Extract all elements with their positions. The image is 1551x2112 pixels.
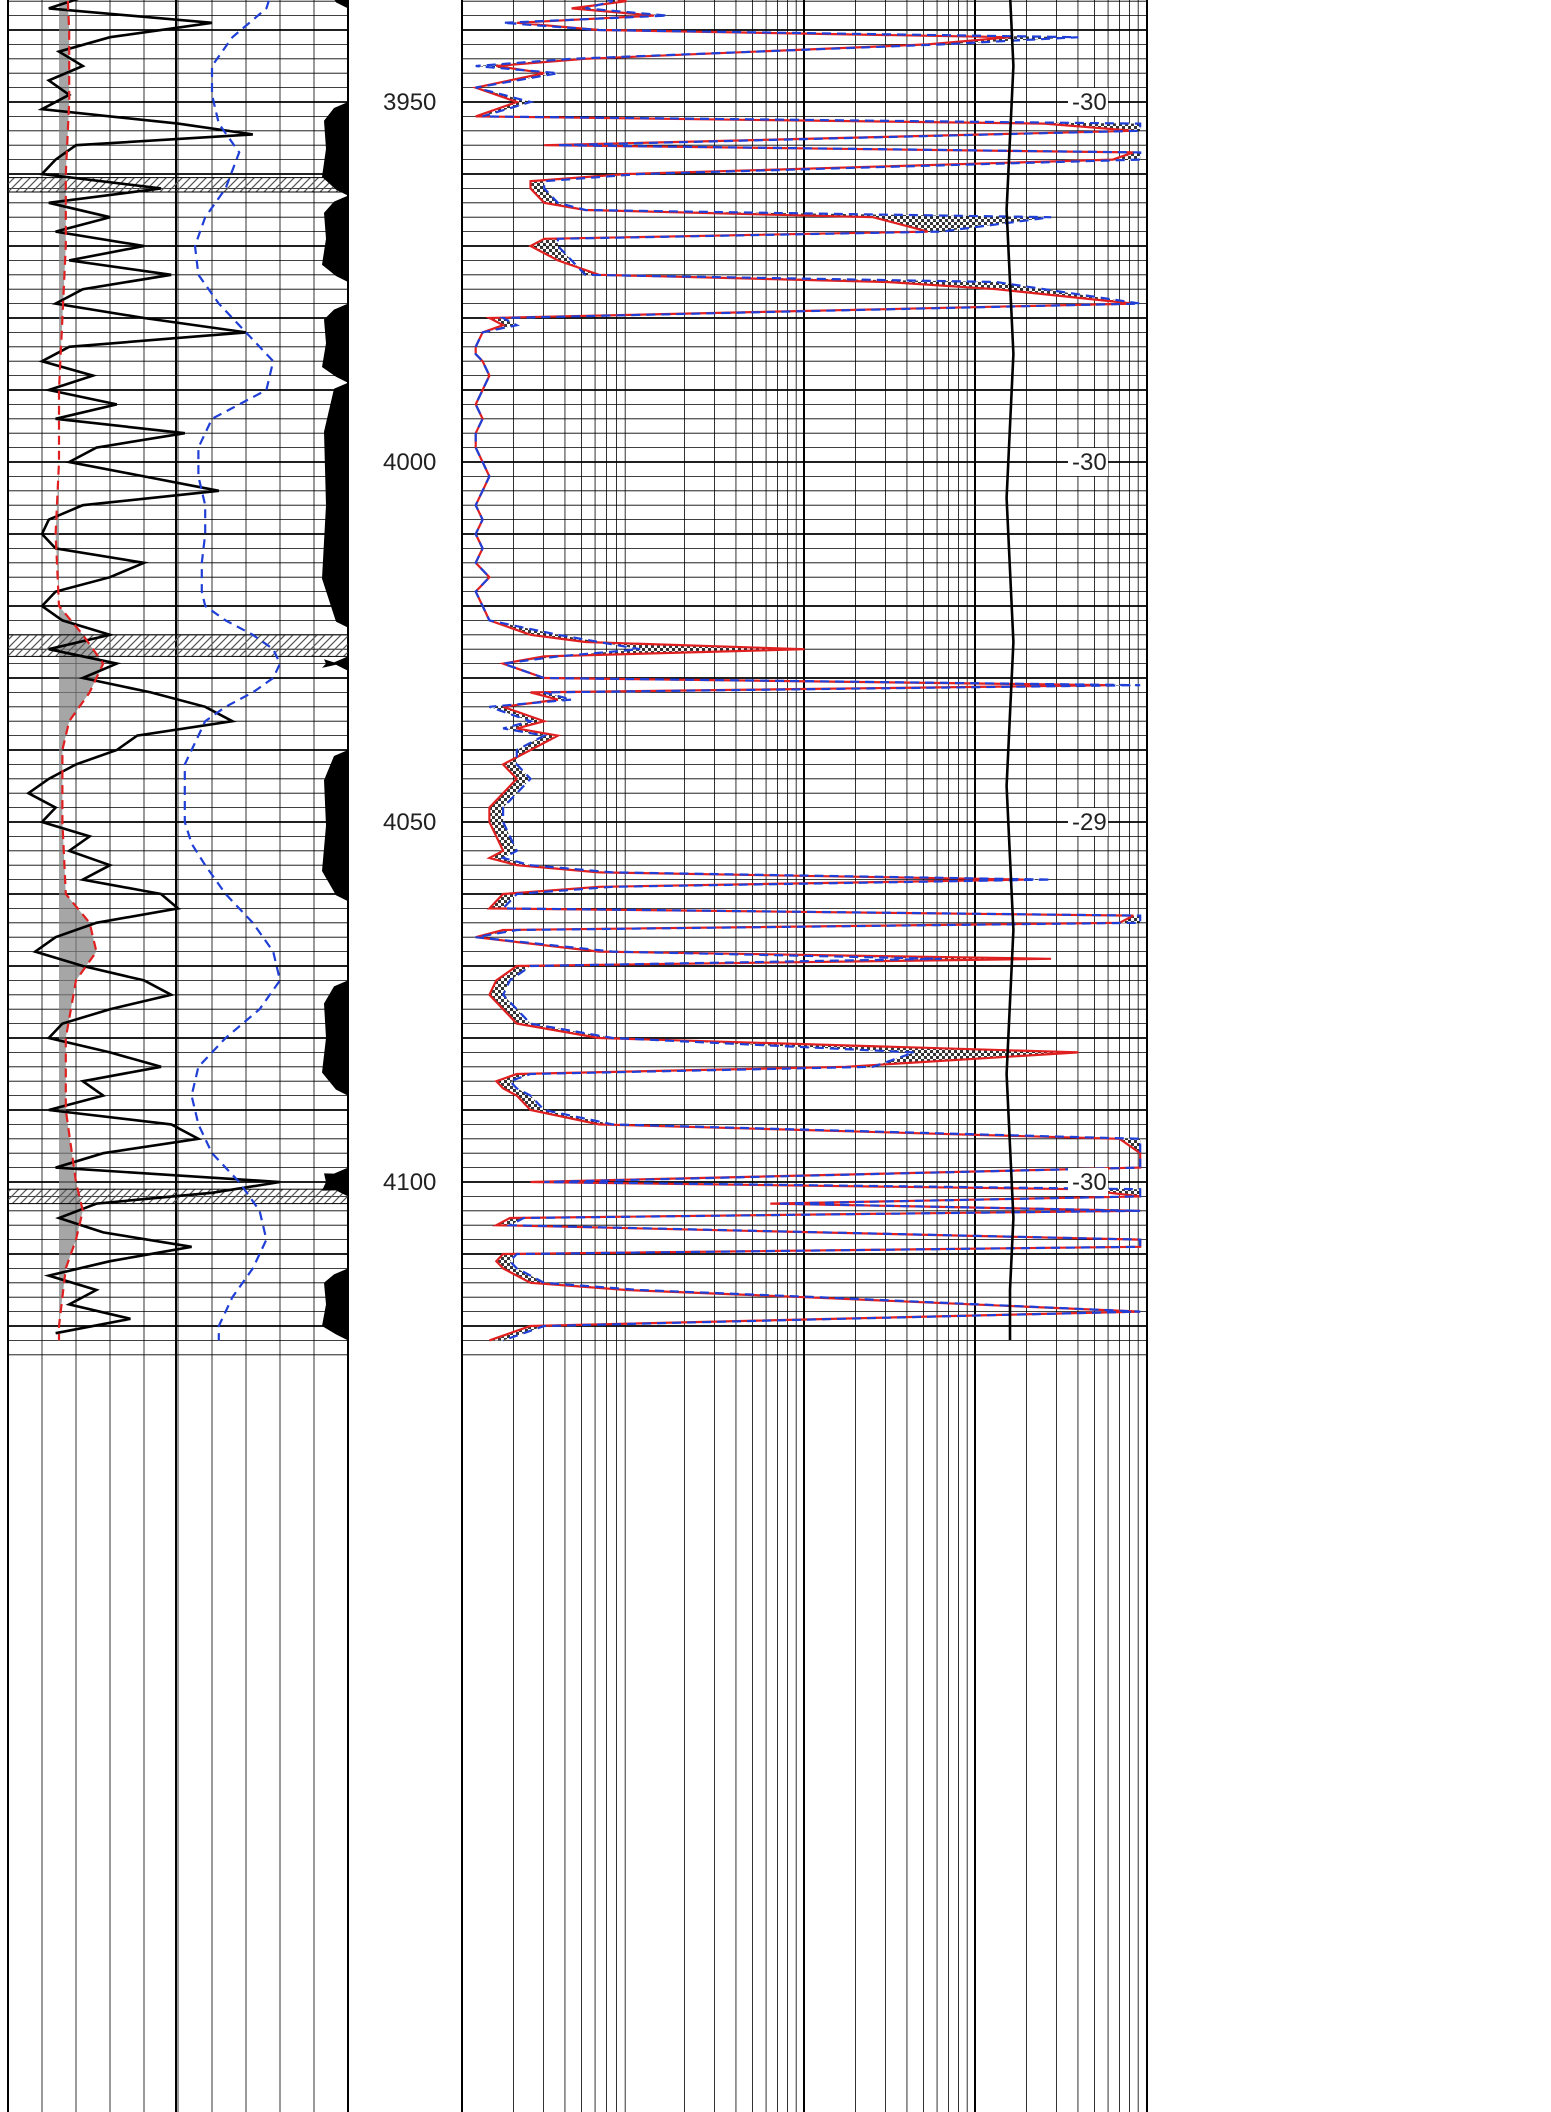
right-label-bg [1068,1168,1108,1196]
right-label-bg [1068,448,1108,476]
black-fill-bed [322,750,348,902]
left-series-dashed-blue [183,0,282,1341]
black-fill-bed [322,102,348,196]
right-track-label: -30 [1072,89,1107,116]
black-fill-bed [322,1167,348,1197]
left-series-solid-black [25,0,281,1335]
black-fill-bed [322,1268,348,1341]
right-track-label: -30 [1072,449,1107,476]
hatched-bed [7,177,349,193]
right-series-solid-black [1005,0,1015,1341]
depth-track: 3950 4000 4050 4100 [383,89,436,1196]
right-series-dashed-blue [474,0,1142,1342]
black-fill-bed [322,980,348,1096]
sp-shading [55,0,104,1341]
right-track: -30 -30 -29 -30 [461,0,1148,2112]
right-label-bg [1068,808,1108,836]
depth-tick-label: 4050 [383,809,436,836]
depth-tick-label: 4100 [383,1169,436,1196]
depth-tick-label: 4000 [383,449,436,476]
black-fill-bed [322,382,348,628]
black-fill-bed [322,303,348,383]
black-fill-bed [322,656,348,671]
right-track-label: -30 [1072,1169,1107,1196]
right-series-solid-red [471,0,1142,1342]
black-fill-bed [334,0,348,9]
black-fill-bed [322,195,348,282]
separation-fill [475,0,1141,1341]
right-track-label: -29 [1072,809,1107,836]
depth-tick-label: 3950 [383,89,436,116]
left-track [7,0,349,2112]
left-series-dashed-red [54,0,105,1341]
right-label-bg [1068,88,1108,116]
